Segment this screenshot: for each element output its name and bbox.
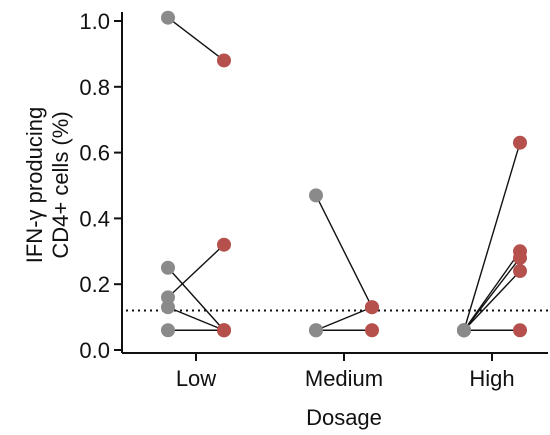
pair-connector	[167, 306, 225, 331]
before-point	[309, 188, 323, 203]
data-pairs	[161, 10, 527, 338]
before-point	[457, 323, 471, 338]
pair-connector	[463, 270, 521, 331]
y-tick-label: 0.8	[79, 75, 110, 100]
after-point	[513, 264, 527, 279]
after-point	[365, 300, 379, 315]
y-tick-label: 0.4	[79, 206, 110, 231]
pair-connector	[463, 142, 521, 331]
pair-connector	[167, 267, 225, 331]
before-point	[161, 10, 175, 25]
y-tick-label: 0.6	[79, 141, 110, 166]
pair-connector	[315, 306, 373, 331]
after-point	[217, 237, 231, 252]
pair-connector	[463, 257, 521, 331]
before-point	[161, 323, 175, 338]
before-point	[161, 260, 175, 275]
y-axis-title: IFN-γ producingCD4+ cells (%)	[22, 107, 73, 264]
before-point	[309, 323, 323, 338]
after-point	[513, 135, 527, 150]
y-tick-label: 1.0	[79, 9, 110, 34]
x-tick-label: High	[469, 366, 514, 391]
after-point	[513, 250, 527, 265]
pair-connector	[315, 195, 373, 308]
x-tick-label: Low	[176, 366, 216, 391]
x-tick-label: Medium	[305, 366, 383, 391]
x-axis-title: Dosage	[306, 405, 382, 430]
before-point	[161, 300, 175, 315]
after-point	[365, 323, 379, 338]
before-point	[161, 290, 175, 305]
pair-connector	[167, 17, 225, 62]
y-axis-title-line: CD4+ cells (%)	[48, 111, 73, 258]
pair-connector	[167, 244, 225, 298]
after-point	[513, 323, 527, 338]
after-point	[217, 53, 231, 68]
x-axis: Low Medium High	[122, 352, 548, 391]
y-axis: 0.0 0.2 0.4 0.6 0.8 1.0	[79, 9, 123, 363]
y-axis-title-line: IFN-γ producing	[22, 107, 47, 264]
y-tick-label: 0.0	[79, 338, 110, 363]
after-point	[217, 323, 231, 338]
y-tick-label: 0.2	[79, 272, 110, 297]
